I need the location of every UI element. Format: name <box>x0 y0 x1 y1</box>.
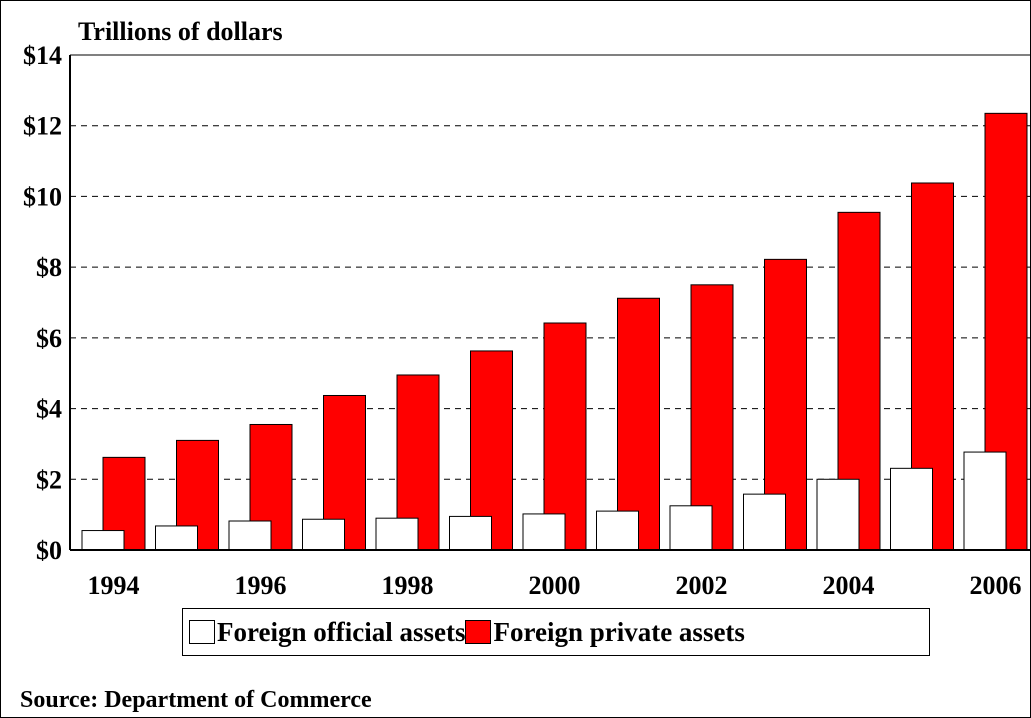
bar-official-2005 <box>890 467 933 551</box>
y-tick-label: $2 <box>36 465 62 494</box>
y-tick-label: $4 <box>36 395 62 424</box>
bar-official-2006 <box>963 451 1007 551</box>
y-tick-label: $0 <box>36 536 62 565</box>
bar-official-2003 <box>743 493 786 551</box>
bar-official-1998 <box>375 517 419 551</box>
legend-label-private: Foreign private assets <box>493 616 745 647</box>
gridlines <box>70 54 1031 480</box>
x-tick-label: 2006 <box>970 571 1022 600</box>
bar-official-1997 <box>302 518 345 551</box>
bar-private-2001 <box>617 297 660 551</box>
legend: Foreign official assets Foreign private … <box>182 608 930 656</box>
y-tick-label: $10 <box>23 182 62 211</box>
legend-swatch-private <box>465 620 492 644</box>
x-tick-labels: 1994 1996 1998 2000 2002 2004 2006 <box>88 571 1022 600</box>
bar-private-2000 <box>543 322 587 551</box>
x-tick-label: 1994 <box>88 571 140 600</box>
y-tick-label: $12 <box>23 112 62 141</box>
x-tick-label: 2002 <box>676 571 728 600</box>
legend-item-private: Foreign private assets <box>465 616 745 648</box>
bar-official-1999 <box>449 515 492 551</box>
y-tick-label: $8 <box>36 253 62 282</box>
y-tick-label: $6 <box>36 324 62 353</box>
y-tick-label: $14 <box>23 41 62 70</box>
x-tick-label: 1998 <box>382 571 434 600</box>
legend-label-official: Foreign official assets <box>217 616 466 647</box>
bar-official-2001 <box>596 510 639 551</box>
x-tick-label: 2000 <box>529 571 581 600</box>
bar-official-1996 <box>228 520 272 551</box>
bar-official-1995 <box>155 525 198 551</box>
y-tick-labels: $0 $2 $4 $6 $8 $10 $12 $14 <box>23 41 62 565</box>
bar-official-2000 <box>522 513 566 551</box>
bar-official-1994 <box>81 530 125 551</box>
legend-item-official: Foreign official assets <box>189 617 465 648</box>
axes <box>69 55 1031 551</box>
y-axis-label: Trillions of dollars <box>78 17 283 46</box>
x-tick-label: 1996 <box>235 571 287 600</box>
x-tick-label: 2004 <box>823 571 875 600</box>
bar-official-2002 <box>669 505 713 551</box>
legend-swatch-official <box>189 620 215 644</box>
bars <box>81 112 1028 551</box>
bar-official-2004 <box>816 478 860 551</box>
source-note: Source: Department of Commerce <box>20 687 372 713</box>
